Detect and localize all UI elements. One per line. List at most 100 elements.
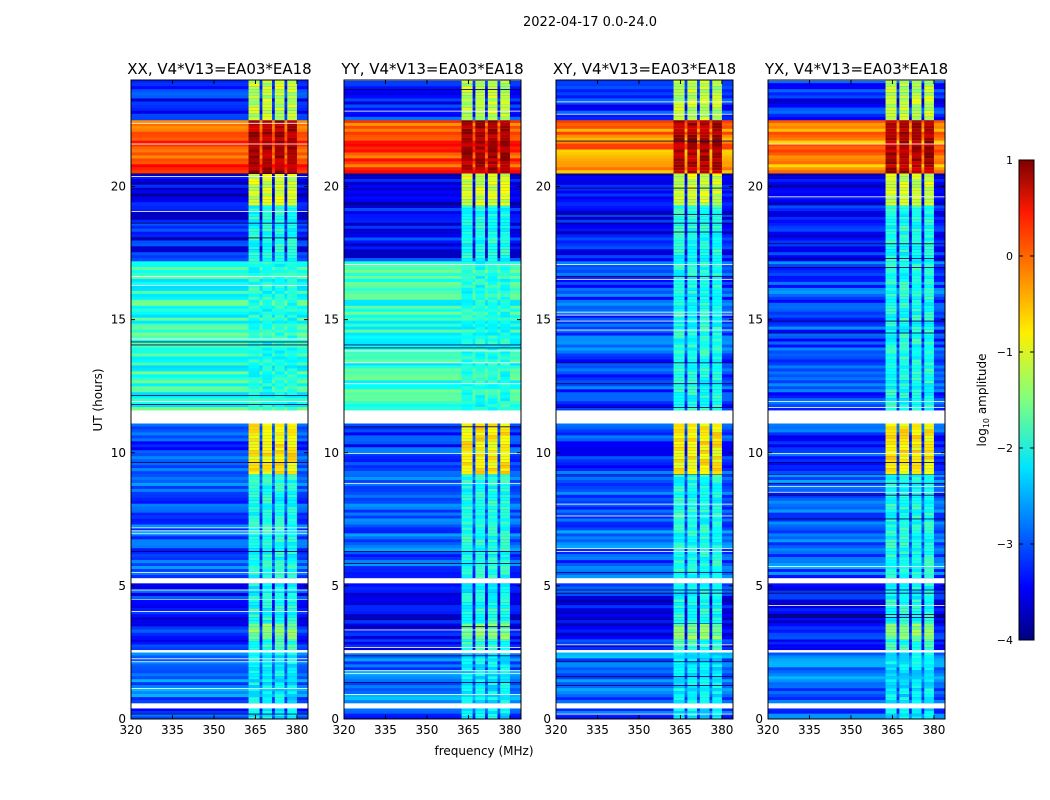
- heatmap-cell: [924, 196, 934, 200]
- heatmap-cell: [131, 199, 308, 203]
- heatmap-cell: [699, 350, 710, 354]
- heatmap-cell: [924, 586, 934, 590]
- heatmap-cell: [262, 536, 273, 540]
- heatmap-cell: [287, 258, 297, 262]
- heatmap-cell: [712, 368, 722, 372]
- heatmap-cell: [712, 258, 722, 262]
- heatmap-cell: [699, 441, 710, 445]
- heatmap-cell: [924, 267, 934, 271]
- heatmap-cell: [274, 164, 285, 168]
- heatmap-cell: [487, 240, 498, 244]
- heatmap-cell: [924, 503, 934, 507]
- colorbar-tick-label: 0: [1006, 250, 1013, 263]
- heatmap-cell: [287, 362, 297, 366]
- heatmap-cell: [248, 623, 260, 627]
- heatmap-cell: [687, 539, 698, 543]
- heatmap-cell: [461, 691, 473, 695]
- heatmap-cell: [274, 128, 285, 133]
- heatmap-cell: [487, 104, 498, 108]
- flag-line: [131, 533, 308, 535]
- heatmap-cell: [131, 536, 308, 540]
- heatmap-cell: [287, 308, 297, 313]
- flag-line: [131, 589, 308, 591]
- heatmap-cell: [768, 639, 945, 643]
- heatmap-cell: [911, 190, 922, 194]
- heatmap-cell: [712, 623, 722, 627]
- heatmap-cell: [712, 86, 722, 90]
- heatmap-cell: [287, 691, 297, 695]
- heatmap-cell: [556, 377, 733, 381]
- heatmap-cell: [344, 512, 521, 516]
- heatmap-cell: [487, 243, 498, 247]
- heatmap-cell: [885, 86, 897, 90]
- heatmap-cell: [274, 708, 285, 712]
- heatmap-cell: [287, 101, 297, 105]
- heatmap-cell: [487, 641, 498, 645]
- heatmap-cell: [475, 592, 486, 597]
- heatmap-cell: [712, 530, 722, 534]
- heatmap-cell: [899, 101, 910, 105]
- heatmap-cell: [899, 592, 910, 597]
- heatmap-cell: [500, 264, 510, 268]
- heatmap-cell: [924, 485, 934, 490]
- heatmap-cell: [556, 491, 733, 496]
- heatmap-cell: [262, 605, 273, 609]
- heatmap-cell: [274, 676, 285, 680]
- heatmap-cell: [768, 635, 945, 640]
- heatmap-cell: [687, 293, 698, 298]
- heatmap-cell: [461, 456, 473, 460]
- heatmap-cell: [712, 447, 722, 451]
- heatmap-cell: [924, 658, 934, 662]
- heatmap-cell: [131, 246, 308, 250]
- heatmap-cell: [344, 178, 521, 183]
- heatmap-cell: [556, 146, 733, 150]
- heatmap-cell: [274, 173, 285, 177]
- heatmap-cell: [131, 95, 308, 99]
- heatmap-cell: [287, 708, 297, 712]
- heatmap-cell: [699, 86, 710, 90]
- heatmap-cell: [248, 326, 260, 330]
- heatmap-cell: [274, 711, 285, 714]
- heatmap-cell: [699, 284, 710, 289]
- heatmap-cell: [487, 173, 498, 177]
- heatmap-cell: [461, 664, 473, 668]
- heatmap-cell: [673, 83, 685, 87]
- heatmap-cell: [475, 670, 486, 674]
- heatmap-cell: [687, 568, 698, 573]
- heatmap-cell: [885, 374, 897, 378]
- heatmap-cell: [500, 592, 510, 597]
- heatmap-cell: [287, 500, 297, 505]
- heatmap-cell: [712, 98, 722, 102]
- heatmap-cell: [487, 261, 498, 265]
- heatmap-cell: [712, 456, 722, 460]
- heatmap-cell: [899, 667, 910, 671]
- heatmap-cell: [274, 566, 285, 570]
- heatmap-cell: [687, 359, 698, 363]
- heatmap-cell: [248, 491, 260, 496]
- heatmap-cell: [768, 491, 945, 496]
- heatmap-cell: [248, 308, 260, 313]
- heatmap-cell: [924, 471, 934, 475]
- heatmap-cell: [673, 110, 685, 115]
- heatmap-cell: [475, 234, 486, 238]
- heatmap-cell: [262, 323, 273, 327]
- heatmap-cell: [274, 202, 285, 206]
- heatmap-cell: [500, 563, 510, 567]
- heatmap-cell: [274, 614, 285, 618]
- heatmap-cell: [768, 317, 945, 321]
- heatmap-cell: [768, 308, 945, 313]
- heatmap-cell: [556, 184, 733, 189]
- heatmap-cell: [673, 518, 685, 522]
- heatmap-cell: [885, 611, 897, 615]
- heatmap-cell: [687, 131, 698, 136]
- heatmap-cell: [712, 491, 722, 496]
- heatmap-cell: [248, 269, 260, 274]
- heatmap-cell: [274, 158, 285, 162]
- gap-row: [344, 703, 521, 709]
- heatmap-cell: [274, 308, 285, 313]
- heatmap-cell: [924, 202, 934, 206]
- heatmap-cell: [899, 679, 910, 683]
- gap-row: [768, 577, 945, 584]
- heatmap-cell: [248, 119, 260, 124]
